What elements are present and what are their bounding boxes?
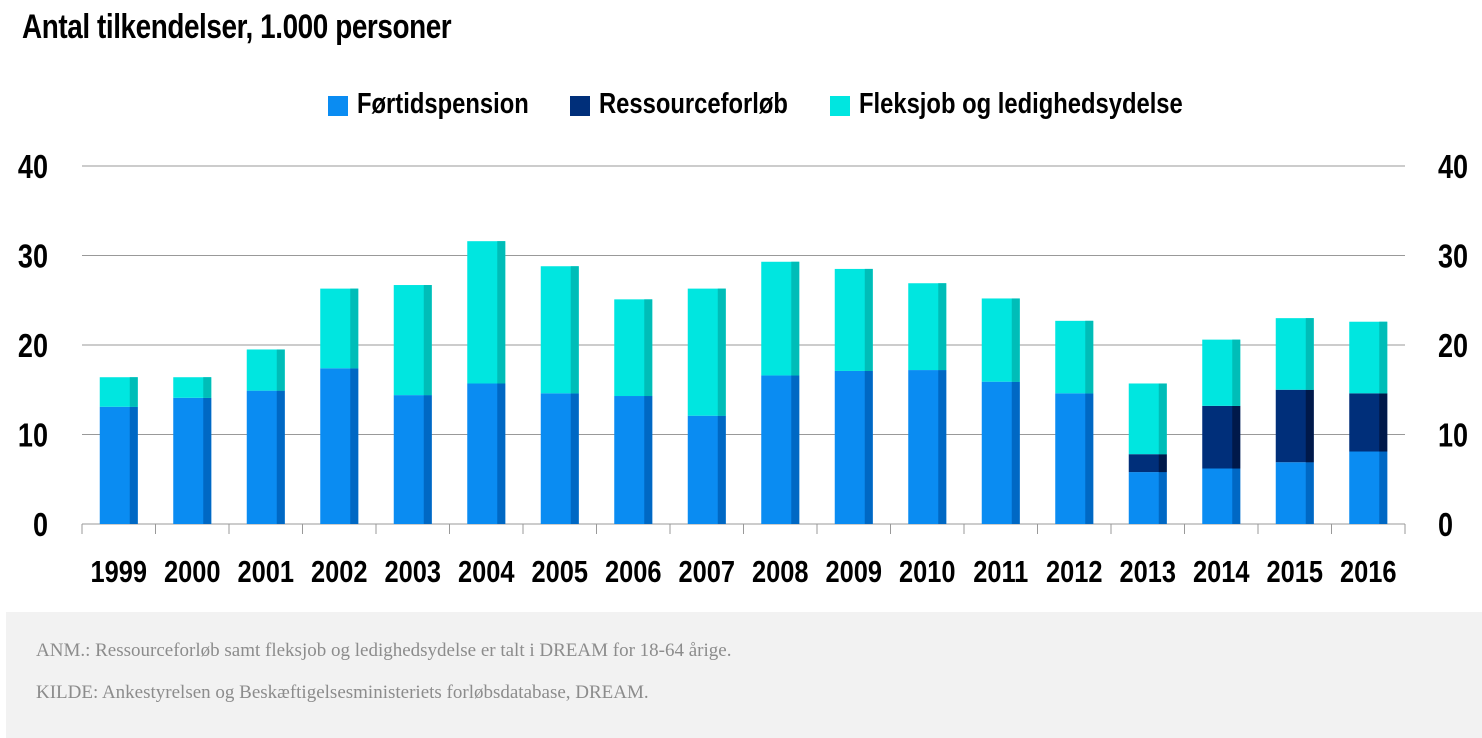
x-tick-label: 2003 (384, 555, 441, 590)
x-tick-label: 2004 (458, 555, 515, 590)
x-tick-label: 2008 (752, 555, 809, 590)
bar-shade-fortidspension-2010 (938, 370, 947, 524)
bar-shade-fleksjob-1999 (129, 377, 138, 407)
bar-shade-fortidspension-2012 (1085, 393, 1094, 524)
bar-shade-fleksjob-2000 (203, 377, 212, 398)
bar-shade-fleksjob-2003 (423, 285, 432, 396)
x-tick-label: 1999 (90, 555, 147, 590)
bar-shade-ressourceforlob-2013 (1158, 454, 1167, 473)
legend-label-ressourceforlob: Ressourceforløb (599, 88, 788, 120)
y-tick-label-left: 40 (18, 150, 48, 186)
bar-shade-fortidspension-2009 (864, 370, 873, 524)
bar-shade-fleksjob-2015 (1305, 318, 1314, 390)
bar-shade-fortidspension-2005 (570, 393, 579, 524)
bar-shade-fortidspension-2002 (350, 368, 359, 524)
bar-shade-ressourceforlob-2016 (1379, 393, 1388, 452)
stacked-bar-chart: 0 0 10 10 20 20 30 30 40 40 1999 2000 2001 2002 2003 20… (18, 150, 1468, 590)
chart-footer: ANM.: Ressourceforløb samt fleksjob og l… (6, 612, 1482, 738)
x-tick-label: 2005 (531, 555, 588, 590)
bar-shade-fortidspension-2006 (644, 396, 653, 524)
legend-label-fleksjob: Fleksjob og ledighedsydelse (859, 88, 1183, 120)
x-tick-label: 2016 (1340, 555, 1397, 590)
x-tick-label: 2009 (825, 555, 882, 590)
y-tick-label-right: 30 (1438, 239, 1468, 275)
legend-swatch-fortidspension (328, 96, 348, 116)
x-tick-label: 2013 (1119, 555, 1176, 590)
footer-source: KILDE: Ankestyrelsen og Beskæftigelsesmi… (36, 682, 649, 703)
bar-shade-fortidspension-2014 (1232, 468, 1241, 524)
y-tick-label-right: 0 (1438, 508, 1453, 544)
bar-shade-ressourceforlob-2015 (1305, 389, 1314, 463)
bar-shade-fleksjob-2012 (1085, 320, 1094, 394)
bar-shade-fleksjob-2006 (644, 299, 653, 397)
bar-shade-fleksjob-2014 (1232, 339, 1241, 406)
bar-shade-fortidspension-2003 (423, 395, 432, 524)
bar-shade-fortidspension-2001 (276, 390, 285, 524)
bar-shade-fleksjob-2005 (570, 266, 579, 394)
bar-shade-fleksjob-2010 (938, 283, 947, 371)
x-tick-label: 2011 (973, 555, 1028, 590)
x-tick-label: 2014 (1193, 555, 1250, 590)
x-tick-label: 2002 (311, 555, 368, 590)
bar-shade-fortidspension-2004 (497, 383, 506, 524)
bar-shade-fleksjob-2002 (350, 288, 359, 369)
bar-shade-fleksjob-2016 (1379, 321, 1388, 394)
bar-shade-fleksjob-2004 (497, 241, 506, 384)
bar-shade-fleksjob-2009 (864, 268, 873, 371)
bar-shade-fortidspension-2008 (791, 375, 800, 524)
bar-shade-fleksjob-2008 (791, 261, 800, 376)
footer-note: ANM.: Ressourceforløb samt fleksjob og l… (36, 640, 732, 661)
x-tick-label: 2010 (899, 555, 956, 590)
bar-shade-fleksjob-2011 (1011, 298, 1020, 382)
legend-swatch-ressourceforlob (570, 96, 590, 116)
x-tick-label: 2007 (678, 555, 735, 590)
bar-shade-fortidspension-2016 (1379, 451, 1388, 524)
chart-title: Antal tilkendelser, 1.000 personer (22, 8, 452, 46)
y-tick-label-right: 40 (1438, 150, 1468, 186)
y-tick-label-right: 20 (1438, 329, 1468, 365)
y-tick-label-left: 10 (18, 418, 48, 454)
bar-shade-fortidspension-2000 (203, 397, 212, 524)
bar-shade-fleksjob-2001 (276, 349, 285, 391)
bar-fleksjob-2000 (173, 377, 212, 398)
bar-shade-fortidspension-2015 (1305, 462, 1314, 524)
legend-label-fortidspension: Førtidspension (357, 88, 529, 120)
bar-ressourceforlob-2013 (1128, 454, 1167, 473)
x-tick-label: 2006 (605, 555, 662, 590)
bar-shade-fortidspension-2013 (1158, 472, 1167, 524)
x-tick-label: 2001 (237, 555, 294, 590)
legend-swatch-fleksjob (830, 96, 850, 116)
bar-shade-fleksjob-2013 (1158, 383, 1167, 455)
bar-shade-fortidspension-1999 (129, 406, 138, 524)
y-tick-label-left: 0 (33, 508, 48, 544)
bar-shade-fortidspension-2011 (1011, 381, 1020, 524)
x-tick-label: 2012 (1046, 555, 1103, 590)
chart-legend: Førtidspension Ressourceforløb Fleksjob … (0, 86, 1482, 126)
bar-shade-fortidspension-2007 (717, 415, 726, 524)
bar-shade-fleksjob-2007 (717, 288, 726, 416)
x-tick-label: 2015 (1266, 555, 1323, 590)
y-tick-label-left: 20 (18, 329, 48, 365)
y-tick-label-left: 30 (18, 239, 48, 275)
y-tick-label-right: 10 (1438, 418, 1468, 454)
bar-shade-ressourceforlob-2014 (1232, 405, 1241, 469)
x-tick-label: 2000 (164, 555, 221, 590)
